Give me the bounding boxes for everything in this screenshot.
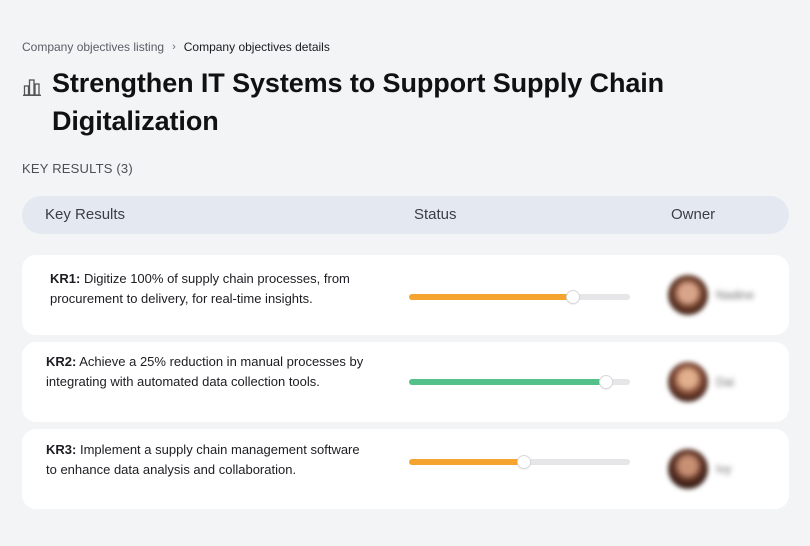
key-result-row[interactable]: KR1: Digitize 100% of supply chain proce… [22, 255, 789, 335]
objective-header: Strengthen IT Systems to Support Supply … [22, 64, 782, 140]
column-header-status: Status [414, 206, 457, 223]
owner-cell[interactable]: Nadine [668, 275, 754, 315]
key-result-text: Achieve a 25% reduction in manual proces… [46, 354, 364, 389]
breadcrumb-link-objectives-listing[interactable]: Company objectives listing [22, 40, 165, 54]
key-results-table-header: Key Results Status Owner [22, 196, 789, 234]
owner-name: Ivy [716, 462, 732, 476]
progress-fill [409, 294, 573, 300]
key-result-description: KR3: Implement a supply chain management… [46, 440, 366, 480]
key-results-count-label: KEY RESULTS (3) [22, 161, 133, 176]
owner-name: Dai [716, 375, 735, 389]
avatar [668, 362, 708, 402]
key-result-progress-bar[interactable] [409, 291, 630, 303]
key-result-progress-bar[interactable] [409, 376, 630, 388]
key-result-progress-bar[interactable] [409, 456, 630, 468]
key-result-row[interactable]: KR2: Achieve a 25% reduction in manual p… [22, 342, 789, 422]
avatar [668, 275, 708, 315]
progress-handle[interactable] [517, 456, 530, 468]
key-result-description: KR2: Achieve a 25% reduction in manual p… [46, 352, 386, 392]
key-result-id: KR2: [46, 354, 77, 369]
progress-fill [409, 459, 524, 465]
key-result-row[interactable]: KR3: Implement a supply chain management… [22, 429, 789, 509]
column-header-owner: Owner [671, 206, 716, 223]
owner-cell[interactable]: Ivy [668, 449, 731, 489]
progress-handle[interactable] [599, 376, 612, 388]
building-chart-icon [23, 79, 41, 96]
chevron-right-icon: › [172, 41, 176, 53]
progress-handle[interactable] [566, 291, 579, 303]
key-result-text: Digitize 100% of supply chain processes,… [50, 271, 350, 306]
key-result-id: KR3: [46, 442, 77, 457]
key-result-text: Implement a supply chain management soft… [46, 442, 360, 477]
avatar [668, 449, 708, 489]
key-result-id: KR1: [50, 271, 81, 286]
page-title: Strengthen IT Systems to Support Supply … [52, 68, 665, 136]
breadcrumb-current: Company objectives details [183, 40, 330, 54]
owner-cell[interactable]: Dai [668, 362, 734, 402]
key-result-description: KR1: Digitize 100% of supply chain proce… [50, 269, 370, 309]
owner-name: Nadine [716, 288, 755, 302]
progress-fill [409, 379, 606, 385]
breadcrumb: Company objectives listing › Company obj… [22, 40, 330, 54]
column-header-key-results: Key Results [45, 206, 126, 223]
